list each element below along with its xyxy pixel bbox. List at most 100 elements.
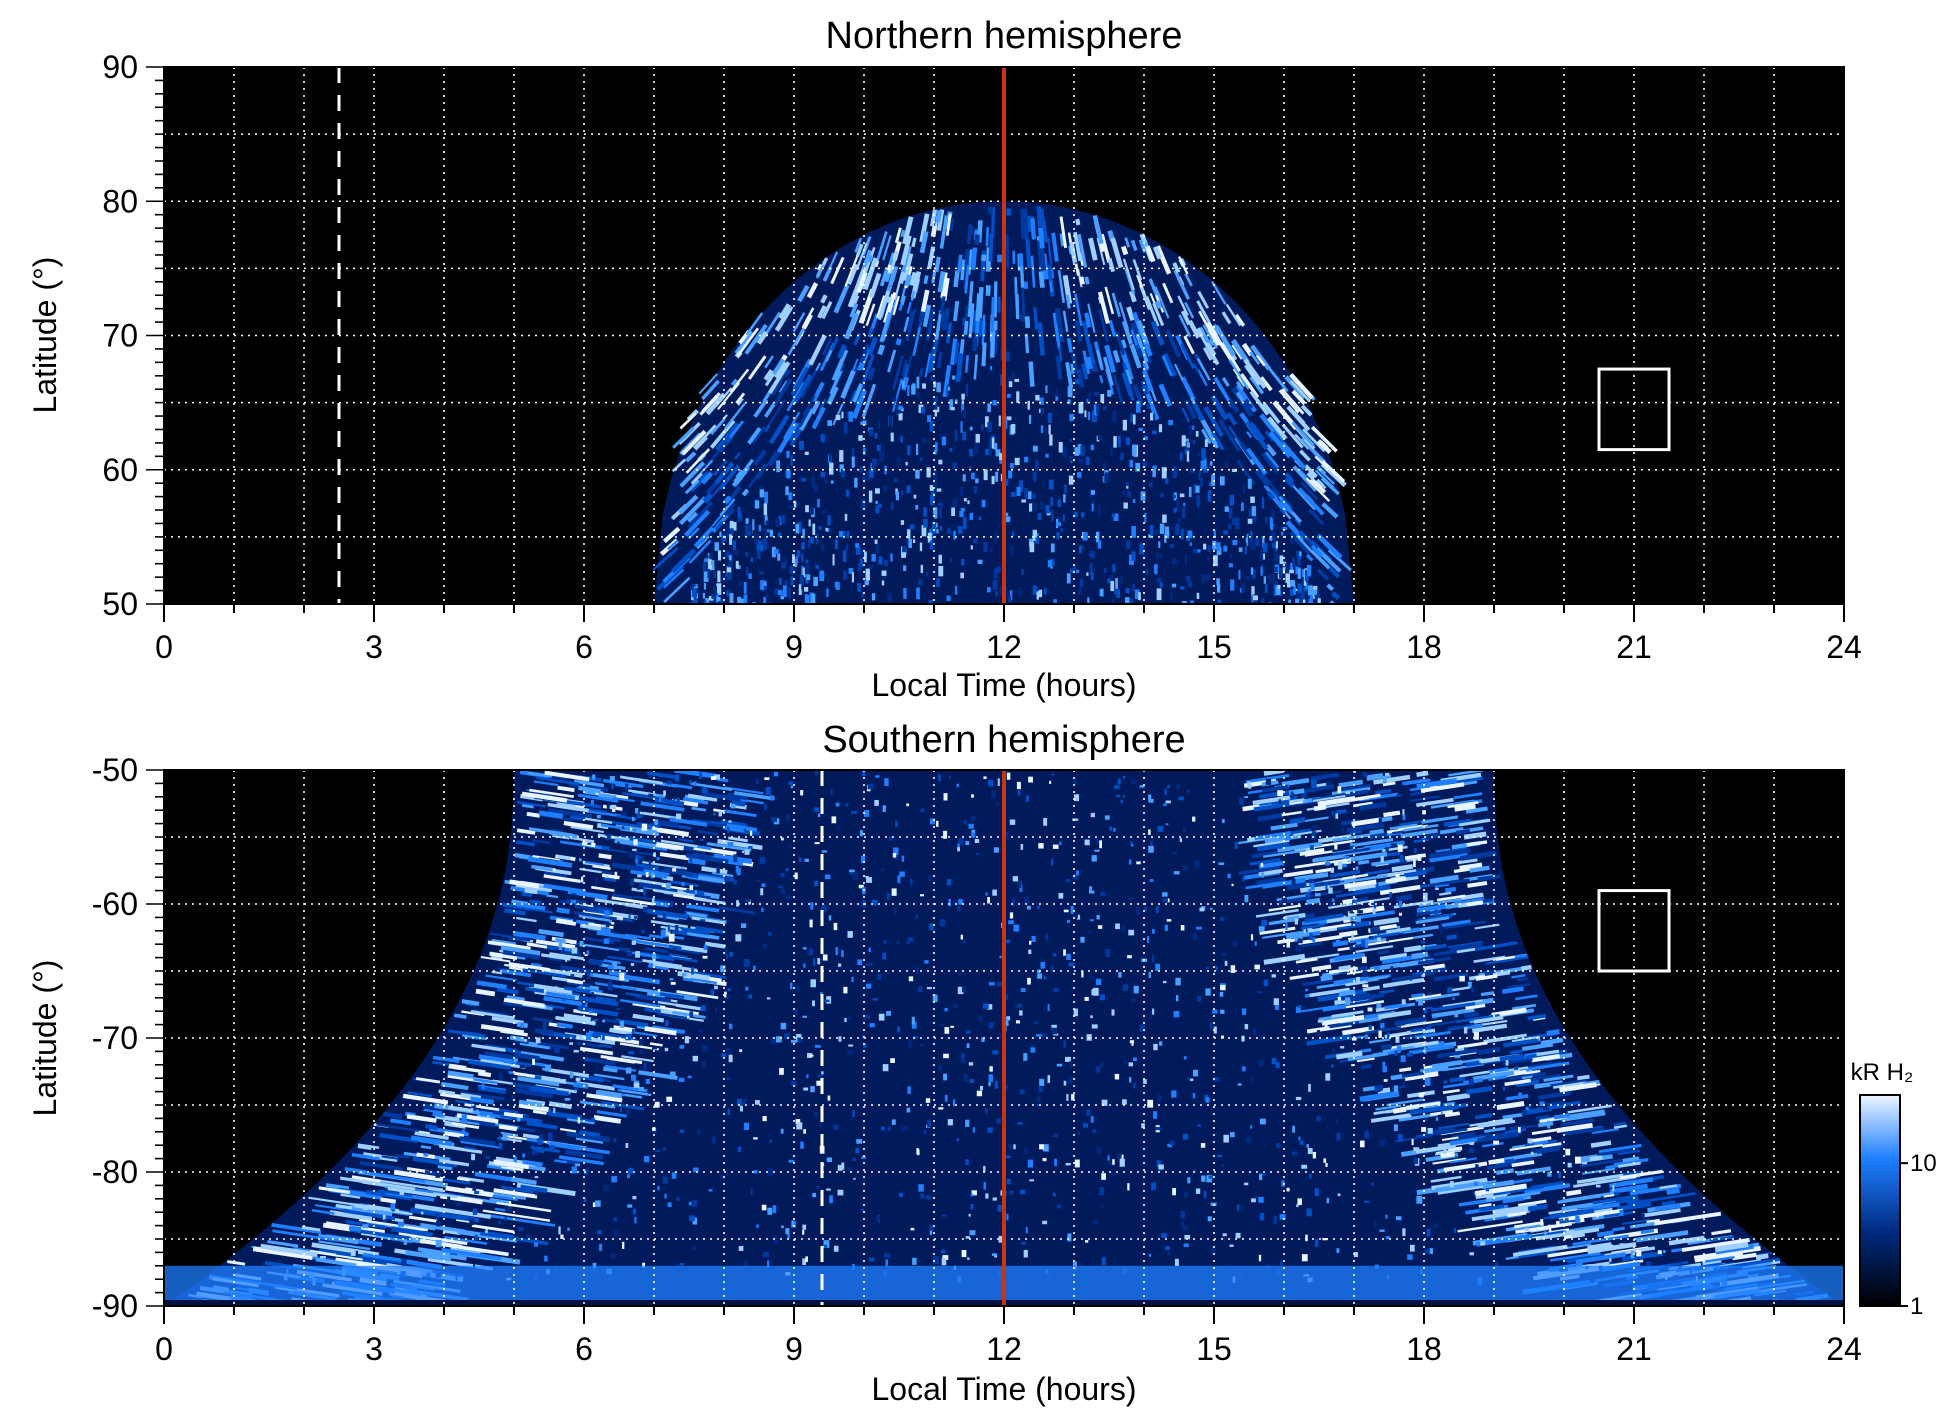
emission-speckle — [836, 826, 841, 830]
emission-speckle — [1433, 1223, 1439, 1228]
emission-speckle — [875, 775, 880, 778]
emission-stroke — [1150, 320, 1165, 346]
emission-speckle — [929, 1228, 933, 1235]
emission-speckle — [1273, 998, 1279, 1006]
emission-stroke — [1295, 957, 1318, 964]
emission-speckle — [1091, 1024, 1098, 1029]
emission-stroke — [437, 1165, 453, 1171]
emission-speckle — [728, 1054, 733, 1063]
emission-stroke — [723, 809, 757, 818]
emission-speckle — [920, 564, 924, 573]
emission-speckle — [1192, 933, 1197, 941]
emission-speckle — [1247, 478, 1252, 489]
emission-stroke — [569, 815, 585, 822]
emission-speckle — [851, 976, 854, 983]
emission-speckle — [829, 1195, 833, 1204]
emission-speckle — [1270, 518, 1274, 531]
emission-stroke — [686, 911, 707, 918]
emission-speckle — [633, 839, 638, 846]
emission-speckle — [756, 779, 759, 785]
emission-speckle — [881, 570, 887, 576]
emission-speckle — [687, 1015, 691, 1019]
emission-speckle — [818, 813, 821, 817]
emission-stroke — [1546, 1029, 1560, 1036]
emission-speckle — [728, 589, 731, 597]
emission-speckle — [957, 526, 963, 534]
emission-speckle — [777, 532, 782, 537]
emission-speckle — [1247, 781, 1252, 789]
emission-stroke — [737, 398, 744, 406]
emission-stroke — [852, 383, 864, 403]
emission-stroke — [1178, 314, 1192, 338]
emission-stroke — [1453, 792, 1483, 800]
emission-speckle — [708, 596, 714, 601]
emission-stroke — [1348, 883, 1376, 892]
emission-speckle — [871, 554, 876, 562]
emission-speckle — [1113, 827, 1116, 832]
emission-speckle — [1503, 1169, 1506, 1175]
emission-stroke — [659, 992, 685, 1000]
emission-speckle — [1090, 562, 1093, 572]
emission-stroke — [1306, 802, 1350, 811]
emission-stroke — [1065, 294, 1071, 309]
emission-speckle — [1345, 997, 1351, 1006]
emission-speckle — [1051, 509, 1054, 522]
emission-speckle — [968, 1213, 971, 1217]
emission-speckle — [939, 919, 946, 927]
emission-stroke — [1716, 1240, 1736, 1246]
emission-speckle — [1142, 461, 1148, 467]
emission-speckle — [613, 1138, 617, 1143]
emission-speckle — [1183, 826, 1186, 833]
emission-speckle — [1575, 1215, 1580, 1224]
emission-speckle — [1186, 442, 1191, 448]
emission-speckle — [612, 961, 617, 970]
emission-speckle — [1165, 823, 1169, 826]
emission-stroke — [1436, 894, 1466, 902]
emission-speckle — [1216, 583, 1221, 593]
emission-stroke — [596, 1110, 627, 1118]
emission-speckle — [643, 1062, 647, 1070]
emission-stroke — [475, 988, 496, 997]
emission-stroke — [1331, 1010, 1364, 1018]
emission-speckle — [801, 542, 805, 550]
emission-stroke — [1302, 978, 1332, 987]
emission-speckle — [1136, 861, 1141, 865]
emission-speckle — [553, 1048, 560, 1054]
emission-speckle — [1250, 496, 1255, 504]
emission-speckle — [630, 963, 635, 966]
emission-speckle — [1074, 447, 1080, 456]
emission-speckle — [1463, 1027, 1468, 1034]
emission-stroke — [563, 1013, 592, 1023]
emission-stroke — [317, 1233, 359, 1245]
emission-speckle — [1042, 1144, 1049, 1152]
emission-speckle — [1209, 461, 1213, 466]
emission-stroke — [857, 362, 864, 371]
emission-speckle — [1087, 411, 1091, 421]
emission-stroke — [1266, 490, 1276, 500]
emission-speckle — [1103, 567, 1107, 573]
emission-speckle — [607, 982, 613, 991]
emission-stroke — [438, 1144, 483, 1154]
emission-speckle — [848, 411, 853, 422]
emission-stroke — [865, 303, 876, 327]
emission-speckle — [1110, 446, 1113, 456]
south-axes: 0 3 6 9 12 15 18 21 24-90-80-70-60-50 — [92, 752, 1862, 1367]
emission-speckle — [805, 505, 809, 513]
emission-speckle — [814, 1111, 819, 1118]
emission-speckle — [1317, 1019, 1324, 1023]
emission-speckle — [965, 1159, 969, 1165]
emission-speckle — [829, 462, 834, 475]
emission-speckle — [1141, 1123, 1145, 1129]
emission-stroke — [1613, 1121, 1626, 1126]
emission-stroke — [672, 426, 695, 449]
emission-stroke — [1121, 320, 1134, 345]
emission-speckle — [1469, 1252, 1474, 1256]
emission-speckle — [1314, 1188, 1320, 1196]
emission-speckle — [999, 458, 1003, 464]
emission-stroke — [1396, 1019, 1443, 1029]
emission-stroke — [554, 1159, 568, 1164]
emission-stroke — [408, 1215, 438, 1223]
emission-speckle — [787, 498, 793, 502]
emission-speckle — [1385, 1236, 1390, 1240]
emission-speckle — [916, 1147, 919, 1155]
